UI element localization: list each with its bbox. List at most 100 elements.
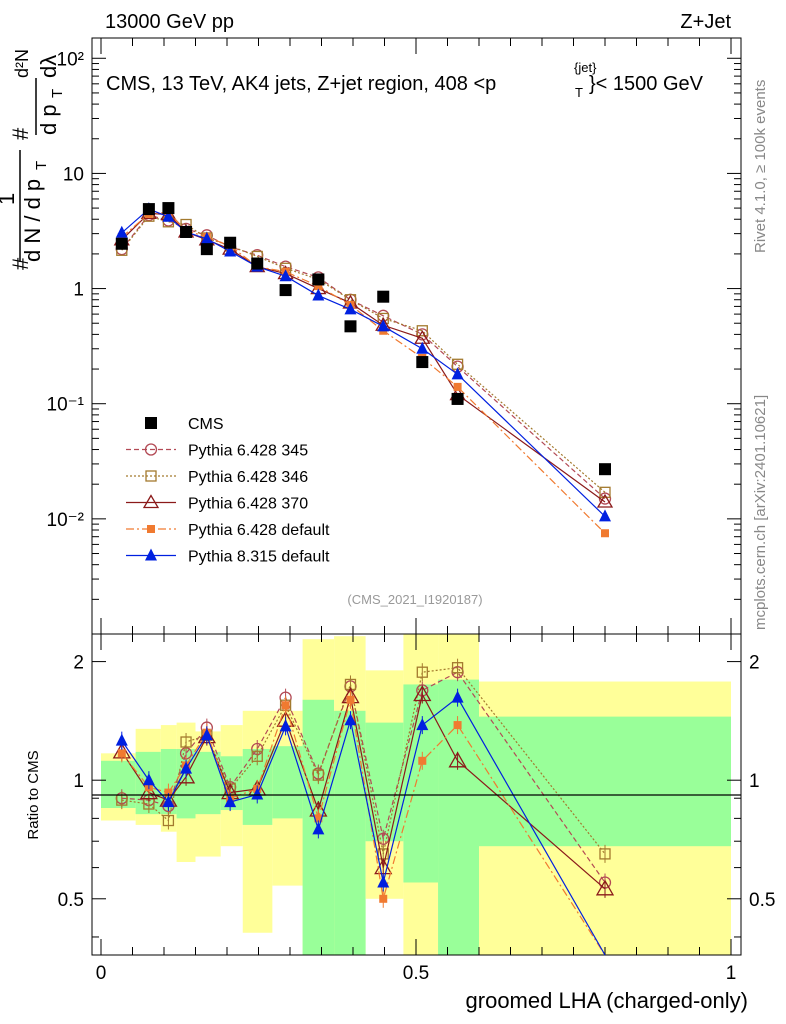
svg-text:dλ: dλ	[36, 55, 61, 78]
legend-item-p346: Pythia 6.428 346	[126, 469, 308, 486]
legend-label-cms: CMS	[188, 416, 224, 433]
point-cms-13	[599, 463, 611, 476]
point-cms-6	[251, 257, 264, 270]
ratio-point-p8-11	[416, 718, 429, 731]
ratio-point-pdef-8	[314, 814, 323, 823]
svg-text:T: T	[49, 89, 66, 98]
band-green-12	[438, 679, 479, 955]
point-p346-11	[416, 325, 428, 337]
point-p8-4	[200, 231, 213, 244]
point-cms-11	[416, 356, 429, 369]
legend: CMS Pythia 6.428 345 Pythia 6.428 346 Pythi…	[126, 416, 330, 566]
ratio-series-p346	[116, 658, 611, 863]
point-cms-10	[377, 290, 390, 303]
series-p370	[113, 205, 614, 508]
legend-label-p8: Pythia 8.315 default	[188, 549, 330, 566]
ratio-point-p8-3	[180, 761, 193, 774]
y-tick-label: 10	[63, 164, 84, 185]
point-p8-5	[224, 244, 237, 257]
point-p8-11	[416, 341, 429, 354]
plot-title: CMS, 13 TeV, AK4 jets, Z+jet region, 408…	[106, 60, 704, 100]
ratio-line-p8	[121, 696, 606, 956]
svg-text:d p: d p	[36, 104, 61, 135]
point-pdef-13	[601, 529, 609, 538]
point-p370-13	[596, 493, 614, 508]
legend-item-p345: Pythia 6.428 345	[126, 443, 308, 460]
legend-label-p370: Pythia 6.428 370	[188, 496, 308, 513]
band-green-10	[365, 722, 404, 842]
ratio-point-p8-1	[142, 773, 155, 786]
ratio-point-p346-11	[416, 666, 428, 678]
ratio-point-pdef-12	[453, 721, 462, 730]
point-cms-9	[344, 320, 357, 333]
y-tick-label: 10⁻¹	[47, 395, 85, 416]
point-cms-4	[200, 243, 213, 256]
svg-text:d²N: d²N	[12, 49, 32, 78]
legend-item-p8: Pythia 8.315 default	[126, 548, 330, 566]
svg-text:1: 1	[0, 193, 19, 205]
legend-label-p346: Pythia 6.428 346	[188, 469, 308, 486]
ratio-point-pdef-2	[164, 788, 173, 797]
ratio-line-p346	[121, 667, 606, 855]
band-green-13	[479, 716, 731, 847]
point-p8-0	[115, 225, 128, 238]
y-tick-label: 10⁻²	[47, 510, 85, 531]
legend-item-pdef: Pythia 6.428 default	[126, 522, 330, 539]
ratio-point-p8-9	[344, 713, 357, 726]
point-cms-7	[279, 284, 292, 297]
point-p8-12	[451, 367, 464, 380]
point-cms-12	[451, 392, 464, 405]
ratio-point-p8-10	[377, 875, 390, 888]
y-tick-label: 1	[73, 280, 84, 301]
ratio-point-p346-13	[599, 848, 611, 860]
point-cms-2	[162, 202, 175, 215]
ratio-point-p370-11	[413, 685, 432, 702]
ratio-point-p346-2	[162, 814, 175, 827]
legend-marker-p370	[142, 494, 160, 509]
point-p8-7	[279, 269, 292, 282]
svg-text:#: #	[8, 257, 33, 270]
ratio-point-pdef-0	[117, 749, 126, 758]
svg-text:CMS, 13 TeV, AK4 jets, Z+jet r: CMS, 13 TeV, AK4 jets, Z+jet region, 408…	[106, 73, 496, 95]
point-pdef-8	[314, 282, 323, 291]
legend-marker-p8	[145, 548, 157, 561]
legend-label-p345: Pythia 6.428 345	[188, 443, 308, 460]
ratio-series-p8	[115, 688, 606, 956]
point-pdef-12	[453, 382, 462, 391]
point-cms-0	[115, 237, 128, 250]
band-green-9	[334, 710, 366, 955]
point-p8-8	[312, 288, 325, 301]
legend-label-pdef: Pythia 6.428 default	[188, 522, 330, 539]
analysis-id: (CMS_2021_I1920187)	[347, 592, 482, 607]
series-line-p345	[121, 214, 606, 500]
ratio-y-tick-label-right: 1	[749, 771, 760, 792]
ratio-y-tick-label-right: 2	[749, 653, 760, 674]
top-series	[113, 202, 614, 538]
ratio-point-p8-12	[451, 690, 464, 703]
ratio-point-p8-5	[224, 795, 237, 808]
legend-marker-p345	[144, 443, 158, 456]
ratio-y-axis-label: Ratio to CMS	[25, 750, 42, 839]
point-p346-13	[599, 486, 611, 498]
legend-item-cms: CMS	[145, 416, 224, 433]
ratio-y-tick-label: 2	[73, 653, 84, 674]
legend-marker-cms	[145, 417, 157, 429]
ratio-point-p370-12	[448, 751, 467, 768]
ratio-point-p8-7	[279, 719, 292, 732]
x-tick-label: 0.5	[403, 963, 429, 984]
x-axis-label: groomed LHA (charged-only)	[466, 988, 748, 1013]
mcplots-label: mcplots.cern.ch [arXiv:2401.10621]	[752, 395, 769, 630]
point-p8-10	[377, 319, 390, 332]
ratio-y-tick-label: 0.5	[58, 890, 84, 911]
series-pdef	[117, 208, 609, 538]
ratio-point-pdef-10	[379, 894, 388, 903]
point-p8-13	[599, 509, 611, 522]
point-cms-1	[142, 203, 155, 216]
legend-marker-pdef	[147, 525, 155, 533]
point-cms-5	[224, 236, 237, 249]
svg-text:T: T	[33, 161, 50, 170]
ratio-series	[112, 658, 615, 956]
ratio-point-p8-0	[115, 733, 128, 746]
band-green-7	[272, 746, 303, 819]
y-tick-label: 10²	[57, 49, 84, 70]
